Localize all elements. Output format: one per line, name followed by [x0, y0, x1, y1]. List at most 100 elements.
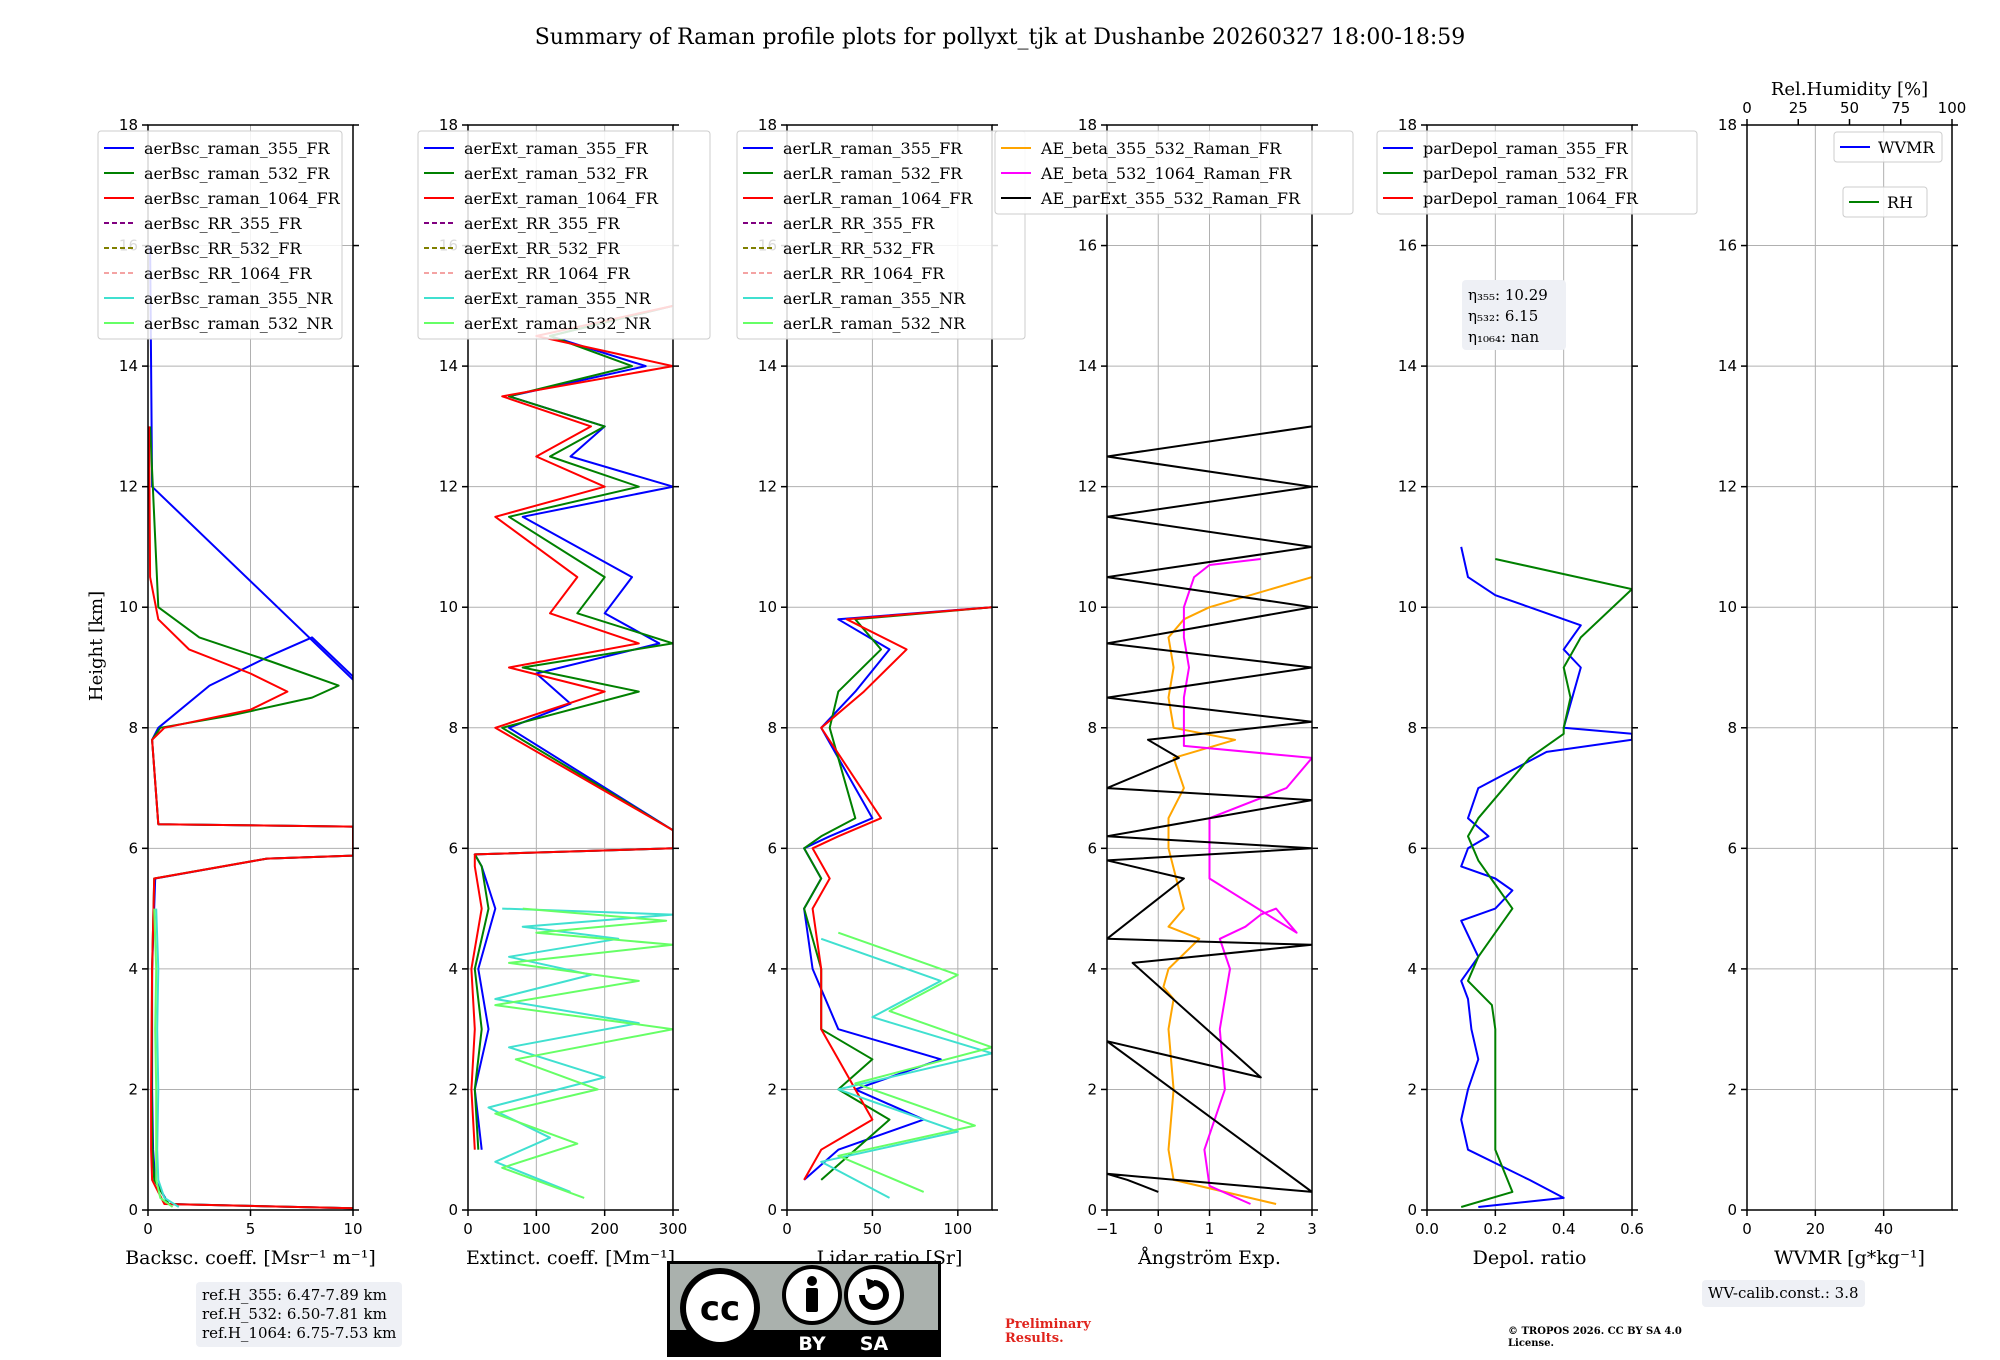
- series-line-aerBsc_raman_532_FR: [149, 426, 353, 1210]
- series-line-aerLR_raman_355_NR: [820, 937, 992, 1199]
- y-tick-label: 8: [128, 719, 138, 737]
- ref-heights-box: ref.H_355: 6.47-7.89 km ref.H_532: 6.50-…: [196, 1282, 403, 1347]
- legend-label: RH: [1887, 193, 1913, 212]
- y-tick-label: 4: [1727, 960, 1737, 978]
- top-tick-label: 75: [1891, 99, 1910, 117]
- axes-frame: [147, 124, 354, 1211]
- panel-extinction: 0246810121416180100200300Extinct. coeff.…: [417, 116, 711, 1269]
- legend-label: parDepol_raman_1064_FR: [1423, 189, 1639, 208]
- y-tick-label: 14: [119, 357, 138, 375]
- y-tick-label: 2: [767, 1080, 777, 1098]
- x-tick-label: 0: [143, 1220, 153, 1238]
- y-tick-label: 12: [1718, 478, 1737, 496]
- x-tick-label: 20: [1806, 1220, 1825, 1238]
- x-axis-label: Extinct. coeff. [Mm⁻¹]: [466, 1247, 675, 1269]
- y-tick-label: 12: [1078, 478, 1097, 496]
- legend-label: aerExt_raman_1064_FR: [464, 189, 659, 208]
- legend-label: aerBsc_raman_532_FR: [144, 164, 330, 183]
- x-tick-label: 40: [1874, 1220, 1893, 1238]
- y-tick-label: 6: [128, 839, 138, 857]
- by-person-head: [807, 1276, 817, 1286]
- y-tick-label: 2: [1087, 1080, 1097, 1098]
- badge-sa-label: SA: [860, 1333, 889, 1355]
- axes-frame: [1746, 124, 1953, 1211]
- series-line-aerLR_raman_532_FR: [803, 606, 992, 1181]
- series-line-aerLR_raman_1064_FR: [803, 606, 992, 1181]
- x-tick-label: 3: [1307, 1220, 1317, 1238]
- y-tick-label: 18: [1718, 116, 1737, 134]
- y-tick-label: 10: [1078, 598, 1097, 616]
- by-person-body: [806, 1288, 818, 1312]
- x-tick-label: 0.4: [1552, 1220, 1576, 1238]
- y-tick-label: 0: [767, 1201, 777, 1219]
- ref-height-355: ref.H_355: 6.47-7.89 km: [202, 1286, 387, 1304]
- y-tick-label: 14: [439, 357, 458, 375]
- y-tick-label: 0: [448, 1201, 458, 1219]
- legend-label: AE_beta_355_532_Raman_FR: [1040, 139, 1282, 158]
- legend-label: WVMR: [1878, 138, 1935, 157]
- series-line-aerBsc_raman_1064_FR: [148, 426, 353, 1210]
- x-axis-label: Backsc. coeff. [Msr⁻¹ m⁻¹]: [125, 1247, 376, 1269]
- top-tick-label: 100: [1938, 99, 1967, 117]
- y-tick-label: 8: [767, 719, 777, 737]
- y-tick-label: 14: [758, 357, 777, 375]
- x-tick-label: 2: [1256, 1220, 1266, 1238]
- series-line-aerLR_raman_355_FR: [803, 606, 992, 1181]
- y-tick-label: 16: [1078, 237, 1097, 255]
- preliminary-note: Preliminary Results.: [1005, 1317, 1091, 1346]
- y-tick-label: 10: [439, 598, 458, 616]
- legend-label: aerLR_raman_355_NR: [783, 289, 966, 308]
- x-tick-label: 100: [944, 1220, 973, 1238]
- sa-arrow-head-icon: [866, 1278, 880, 1290]
- depol-annotation-line: η₅₃₂: 6.15: [1468, 307, 1538, 325]
- legend-label: aerBsc_raman_532_NR: [144, 314, 333, 333]
- y-tick-label: 0: [1087, 1201, 1097, 1219]
- legend-label: aerExt_raman_355_FR: [464, 139, 649, 158]
- x-tick-label: 0.2: [1483, 1220, 1507, 1238]
- x-axis-label: WVMR [g*kg⁻¹]: [1774, 1247, 1925, 1269]
- series-line-aerBsc_raman_532_NR: [153, 908, 174, 1208]
- y-tick-label: 14: [1398, 357, 1417, 375]
- y-tick-label: 4: [448, 960, 458, 978]
- series-line-aerBsc_raman_355_NR: [155, 908, 180, 1208]
- wv-calib-note: WV-calib.const.: 3.8: [1702, 1280, 1865, 1307]
- y-tick-label: 4: [767, 960, 777, 978]
- legend-label: aerBsc_raman_355_FR: [144, 139, 330, 158]
- x-tick-label: 0: [463, 1220, 473, 1238]
- y-tick-label: 8: [1087, 719, 1097, 737]
- copyright-note: © TROPOS 2026. CC BY SA 4.0 License.: [1508, 1326, 1682, 1349]
- top-tick-label: 50: [1840, 99, 1859, 117]
- x-tick-label: 5: [246, 1220, 256, 1238]
- panel-water_vapor: 0 2 4 6 8 10 12 14 16 18 0 20 40 0 25 50 75 100 Rel.Humidi…: [1718, 79, 1966, 1269]
- legend-box: [417, 130, 711, 340]
- legend-label: aerBsc_RR_532_FR: [144, 239, 302, 258]
- legend-label: aerExt_RR_355_FR: [464, 214, 621, 233]
- top-tick-label: 0: [1742, 99, 1752, 117]
- y-tick-label: 6: [448, 839, 458, 857]
- x-tick-label: 0: [1153, 1220, 1163, 1238]
- legend-box: [97, 130, 343, 340]
- axes-frame: [1426, 124, 1633, 1211]
- sa-arrow-icon: [859, 1280, 889, 1310]
- series-line-AE_parExt_355_532_Raman_FR: [1107, 425, 1312, 1193]
- x-tick-label: 100: [522, 1220, 551, 1238]
- legend-label: aerBsc_raman_1064_FR: [144, 189, 341, 208]
- legend-label: aerBsc_raman_355_NR: [144, 289, 333, 308]
- y-tick-label: 6: [1407, 839, 1417, 857]
- legend-label: parDepol_raman_532_FR: [1423, 164, 1629, 183]
- y-tick-label: 10: [758, 598, 777, 616]
- series-line-aerExt_raman_355_NR: [487, 907, 673, 1193]
- legend-label: aerLR_raman_532_NR: [783, 314, 966, 333]
- y-tick-label: 6: [1727, 839, 1737, 857]
- top-axis-label: Rel.Humidity [%]: [1771, 79, 1928, 100]
- cc-license-badge: cc BY SA: [667, 1261, 941, 1357]
- legend-label: aerLR_raman_355_FR: [783, 139, 963, 158]
- y-tick-label: 4: [128, 960, 138, 978]
- y-tick-label: 12: [439, 478, 458, 496]
- axes-frame: [467, 124, 674, 1211]
- y-tick-label: 2: [1727, 1080, 1737, 1098]
- y-tick-label: 2: [128, 1080, 138, 1098]
- series-line-aerExt_raman_532_FR: [473, 304, 673, 1150]
- y-tick-label: 18: [119, 116, 138, 134]
